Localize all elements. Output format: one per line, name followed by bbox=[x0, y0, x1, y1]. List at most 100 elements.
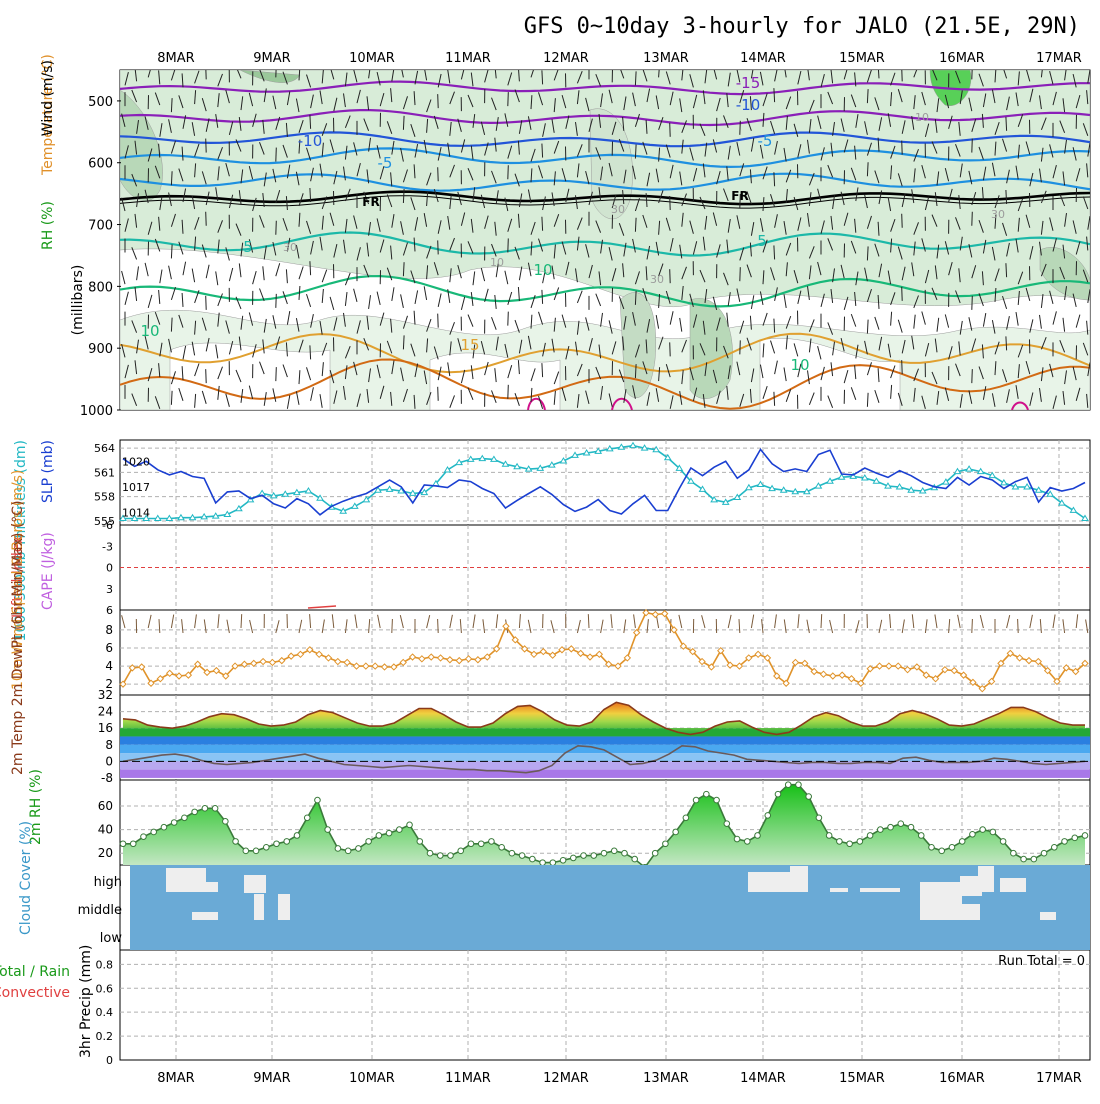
cloud-block bbox=[950, 904, 980, 920]
surface-wind-barb bbox=[1030, 615, 1033, 628]
wind-barb bbox=[206, 65, 207, 79]
rh-point bbox=[704, 791, 710, 797]
wind-speed-point bbox=[792, 659, 798, 665]
wind-speed-point bbox=[1017, 655, 1023, 661]
wind-barb bbox=[972, 139, 973, 153]
date-label-top: 9MAR bbox=[253, 51, 290, 66]
cloud-block bbox=[206, 882, 218, 892]
rh-point bbox=[1011, 850, 1017, 856]
slp-tick-label: 1014 bbox=[122, 506, 150, 519]
thickness-tick-label: 561 bbox=[94, 466, 115, 479]
wind-barb bbox=[774, 172, 775, 186]
rh-point bbox=[837, 839, 843, 845]
cloud-level-label: middle bbox=[78, 903, 122, 918]
wind-barb bbox=[310, 115, 311, 129]
surface-wind-barb bbox=[634, 614, 636, 628]
wind-speed-point bbox=[288, 653, 294, 659]
wind-speed-point bbox=[316, 651, 322, 657]
surface-wind-barb bbox=[250, 620, 253, 633]
rh-point bbox=[867, 833, 873, 839]
wind-speed-point bbox=[886, 663, 892, 669]
rh-point bbox=[755, 833, 761, 839]
surface-wind-barb bbox=[958, 615, 961, 628]
rh-point bbox=[693, 797, 699, 803]
wind-barb bbox=[438, 94, 439, 108]
contour-label: -5 bbox=[758, 132, 773, 150]
wind-barb bbox=[276, 148, 277, 162]
rh-point bbox=[929, 844, 935, 850]
surface-wind-barb bbox=[739, 619, 740, 633]
pressure-tick-label: 1000 bbox=[80, 404, 113, 419]
side-label-cape: CAPE (J/kg) bbox=[40, 532, 56, 610]
wind-barb bbox=[867, 89, 868, 103]
wind-barb bbox=[542, 217, 543, 231]
wind-speed-point bbox=[251, 660, 257, 666]
rh-shade bbox=[620, 293, 656, 398]
wind-speed-point bbox=[764, 655, 770, 661]
rh-point bbox=[959, 839, 965, 845]
rh-point bbox=[263, 844, 269, 850]
rh-point bbox=[1000, 839, 1006, 845]
date-label-top: 16MAR bbox=[939, 51, 985, 66]
rh-point bbox=[560, 857, 566, 863]
surface-wind-barb bbox=[519, 614, 520, 628]
wind-barb bbox=[635, 291, 636, 305]
wind-speed-point bbox=[456, 658, 462, 664]
wind-tick-label: 8 bbox=[105, 623, 113, 637]
wind-barb bbox=[740, 267, 741, 281]
pressure-tick-label: 500 bbox=[88, 95, 113, 110]
contour-label: 5 bbox=[757, 232, 767, 250]
rh-point bbox=[857, 839, 863, 845]
surface-wind-barb bbox=[775, 614, 777, 628]
wind-speed-point bbox=[297, 651, 303, 657]
rh-point bbox=[601, 850, 607, 856]
pressure-tick-label: 900 bbox=[88, 342, 113, 357]
wind-barb bbox=[635, 364, 636, 378]
contour-label: 10 bbox=[140, 322, 159, 340]
rh-point bbox=[1021, 856, 1027, 862]
rh-point bbox=[785, 782, 791, 788]
wind-speed-point bbox=[568, 646, 574, 652]
rh-point bbox=[970, 832, 976, 838]
wind-speed-point bbox=[466, 656, 472, 662]
surface-wind-barb bbox=[1053, 615, 1055, 629]
thickness-point bbox=[966, 466, 972, 471]
rh-point bbox=[1031, 856, 1037, 862]
date-label-top: 17MAR bbox=[1036, 51, 1082, 66]
rh-point bbox=[448, 853, 454, 859]
wind-barb bbox=[438, 387, 439, 401]
freezing-label: FR bbox=[362, 195, 379, 209]
rh-point bbox=[417, 839, 423, 845]
rh-point bbox=[1082, 833, 1088, 839]
cloud-block bbox=[860, 888, 900, 892]
surface-wind-barb bbox=[670, 619, 671, 633]
wind-speed-point bbox=[325, 655, 331, 661]
wind-speed-point bbox=[391, 664, 397, 670]
temp-tick-label: 24 bbox=[98, 705, 113, 719]
wind-speed-point bbox=[260, 659, 266, 665]
side-label-cloud: Cloud Cover (%) bbox=[18, 821, 34, 935]
wind-speed-point bbox=[895, 663, 901, 669]
wind-barb bbox=[206, 296, 207, 310]
wind-barb bbox=[1006, 190, 1007, 204]
side-label-slp: SLP (mb) bbox=[40, 440, 56, 503]
wind-tick-label: 6 bbox=[105, 641, 113, 655]
surface-wind-barb bbox=[912, 614, 914, 628]
wind-speed-point bbox=[849, 676, 855, 682]
rh-point bbox=[509, 850, 515, 856]
rh-point bbox=[908, 824, 914, 830]
surface-wind-barb bbox=[1063, 619, 1065, 633]
surface-wind-barb bbox=[751, 615, 753, 628]
li-tick-label: 6 bbox=[106, 604, 113, 617]
surface-wind-barb bbox=[204, 619, 206, 633]
surface-wind-barb bbox=[496, 614, 498, 628]
rh-point bbox=[918, 833, 924, 839]
temp-band bbox=[120, 736, 1090, 744]
side-label-wind: Wind (m/s) bbox=[40, 60, 56, 136]
surface-wind-barb bbox=[276, 620, 279, 633]
date-label-bottom: 11MAR bbox=[445, 1071, 491, 1086]
surface-wind-barb bbox=[400, 615, 403, 628]
rh-point bbox=[489, 839, 495, 845]
rh-point bbox=[519, 853, 525, 859]
surface-wind-barb bbox=[830, 620, 833, 633]
